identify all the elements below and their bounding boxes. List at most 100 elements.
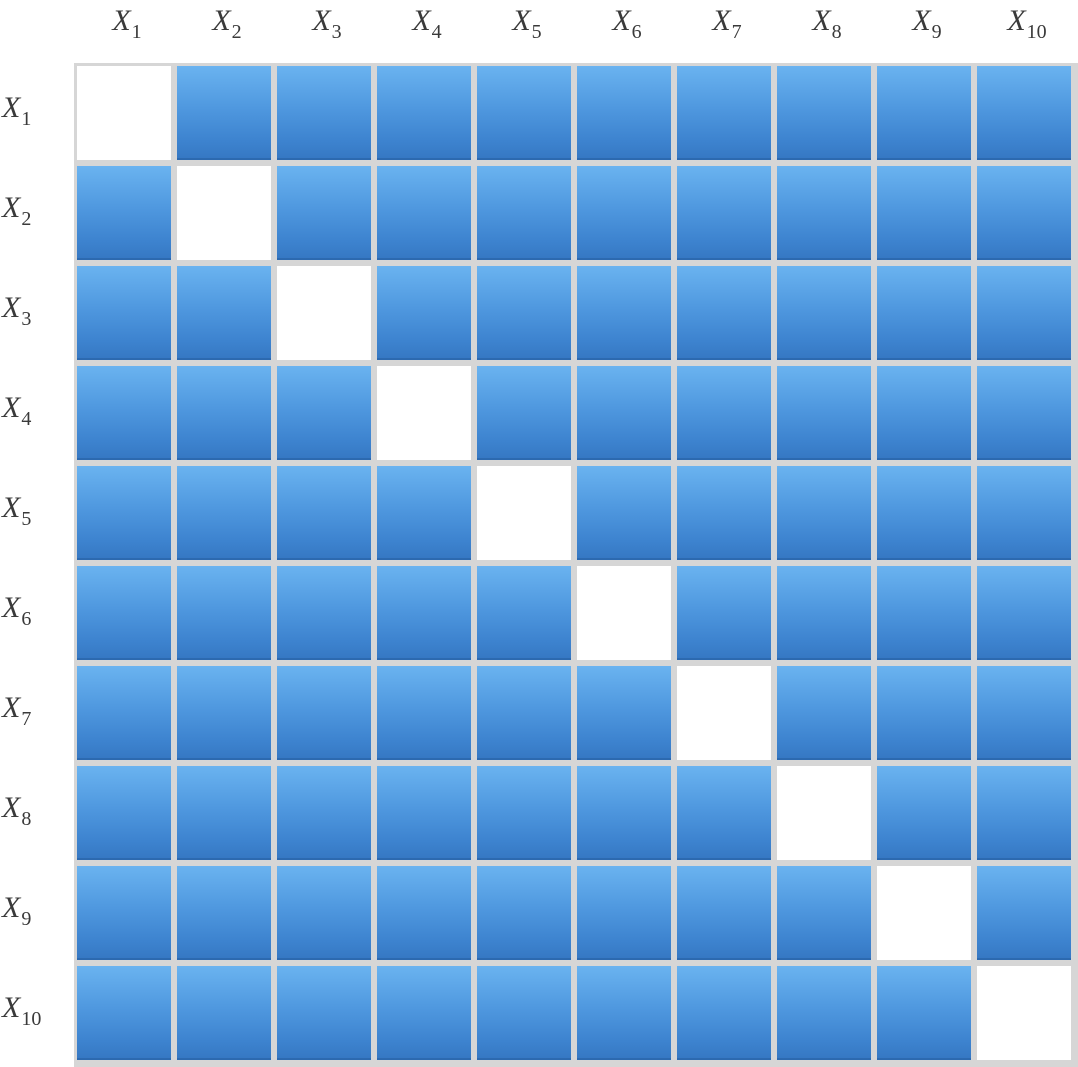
column-label-1: X1 bbox=[77, 6, 177, 43]
matrix-cell bbox=[677, 866, 771, 960]
row-label-8: X8 bbox=[2, 791, 68, 830]
label-subscript: 3 bbox=[331, 21, 342, 43]
matrix-cell-diagonal bbox=[877, 866, 971, 960]
label-base: X bbox=[2, 991, 21, 1024]
label-base: X bbox=[712, 4, 731, 37]
matrix-cell bbox=[877, 66, 971, 160]
matrix-cell bbox=[77, 466, 171, 560]
row-label-4: X4 bbox=[2, 391, 68, 430]
matrix-cell bbox=[177, 866, 271, 960]
matrix-cell bbox=[277, 166, 371, 260]
label-subscript: 10 bbox=[21, 1008, 42, 1030]
matrix-cell bbox=[977, 266, 1071, 360]
column-label-10: X10 bbox=[977, 6, 1077, 43]
matrix-cell bbox=[777, 966, 871, 1060]
matrix-cell-diagonal bbox=[777, 766, 871, 860]
row-label-5: X5 bbox=[2, 491, 68, 530]
matrix-cell bbox=[677, 366, 771, 460]
matrix-cell bbox=[377, 566, 471, 660]
matrix-cell bbox=[277, 966, 371, 1060]
matrix-cell bbox=[577, 666, 671, 760]
matrix-cell bbox=[577, 866, 671, 960]
matrix-cell bbox=[177, 466, 271, 560]
label-base: X bbox=[2, 91, 21, 124]
matrix-cell-diagonal bbox=[277, 266, 371, 360]
label-base: X bbox=[512, 4, 531, 37]
label-base: X bbox=[2, 391, 21, 424]
column-label-6: X6 bbox=[577, 4, 677, 43]
matrix-cell bbox=[477, 966, 571, 1060]
label-subscript: 8 bbox=[21, 808, 32, 830]
matrix-cell bbox=[677, 66, 771, 160]
matrix-cell bbox=[277, 566, 371, 660]
matrix-cell bbox=[777, 166, 871, 260]
column-label-5: X5 bbox=[477, 4, 577, 43]
matrix-cell bbox=[377, 666, 471, 760]
matrix-cell bbox=[477, 166, 571, 260]
matrix-cell bbox=[77, 166, 171, 260]
label-subscript: 7 bbox=[21, 708, 32, 730]
matrix-cell bbox=[177, 266, 271, 360]
matrix-cell bbox=[277, 466, 371, 560]
matrix-cell bbox=[777, 366, 871, 460]
row-label-6: X6 bbox=[2, 593, 68, 630]
label-subscript: 8 bbox=[831, 21, 842, 43]
matrix-cell bbox=[877, 366, 971, 460]
matrix-cell bbox=[977, 866, 1071, 960]
matrix-cell bbox=[277, 366, 371, 460]
matrix-cell bbox=[177, 566, 271, 660]
matrix-cell bbox=[177, 966, 271, 1060]
label-subscript: 4 bbox=[431, 21, 442, 43]
column-label-9: X9 bbox=[877, 6, 977, 43]
matrix-cell-diagonal bbox=[77, 66, 171, 160]
row-label-1: X1 bbox=[2, 91, 68, 130]
matrix-cell bbox=[377, 66, 471, 160]
matrix-cell bbox=[777, 566, 871, 660]
label-subscript: 5 bbox=[531, 21, 542, 43]
column-label-8: X8 bbox=[777, 6, 877, 43]
matrix-cell bbox=[377, 466, 471, 560]
label-subscript: 1 bbox=[21, 108, 32, 130]
label-subscript: 2 bbox=[231, 21, 242, 43]
matrix-cell bbox=[377, 966, 471, 1060]
matrix-cell bbox=[377, 266, 471, 360]
label-subscript: 6 bbox=[631, 21, 642, 43]
matrix-cell bbox=[377, 766, 471, 860]
label-subscript: 3 bbox=[21, 308, 32, 330]
label-base: X bbox=[612, 4, 631, 37]
label-base: X bbox=[2, 491, 21, 524]
row-label-10: X10 bbox=[2, 991, 68, 1030]
matrix-cell bbox=[77, 966, 171, 1060]
label-base: X bbox=[312, 4, 331, 37]
matrix-cell bbox=[577, 366, 671, 460]
matrix-cell bbox=[777, 466, 871, 560]
matrix-cell bbox=[577, 166, 671, 260]
matrix-cell bbox=[277, 766, 371, 860]
matrix-cell bbox=[877, 766, 971, 860]
matrix-cell bbox=[777, 866, 871, 960]
matrix-cell-diagonal bbox=[677, 666, 771, 760]
matrix-cell bbox=[277, 666, 371, 760]
matrix-cell bbox=[77, 666, 171, 760]
matrix-cell bbox=[877, 466, 971, 560]
matrix-cell bbox=[877, 166, 971, 260]
matrix-cell bbox=[177, 666, 271, 760]
label-subscript: 5 bbox=[21, 508, 32, 530]
matrix-cell bbox=[277, 866, 371, 960]
matrix-cell bbox=[877, 266, 971, 360]
matrix-cell bbox=[777, 666, 871, 760]
matrix-cell bbox=[677, 266, 771, 360]
label-base: X bbox=[412, 4, 431, 37]
label-base: X bbox=[2, 791, 21, 824]
matrix-cell bbox=[977, 666, 1071, 760]
matrix-cell bbox=[977, 766, 1071, 860]
matrix-cell bbox=[577, 266, 671, 360]
matrix-cell bbox=[777, 266, 871, 360]
matrix-cell bbox=[77, 266, 171, 360]
label-subscript: 7 bbox=[731, 21, 742, 43]
matrix-cell bbox=[177, 66, 271, 160]
matrix-cell bbox=[877, 966, 971, 1060]
matrix-cell bbox=[777, 66, 871, 160]
matrix-cell-diagonal bbox=[177, 166, 271, 260]
row-label-2: X2 bbox=[2, 193, 68, 230]
